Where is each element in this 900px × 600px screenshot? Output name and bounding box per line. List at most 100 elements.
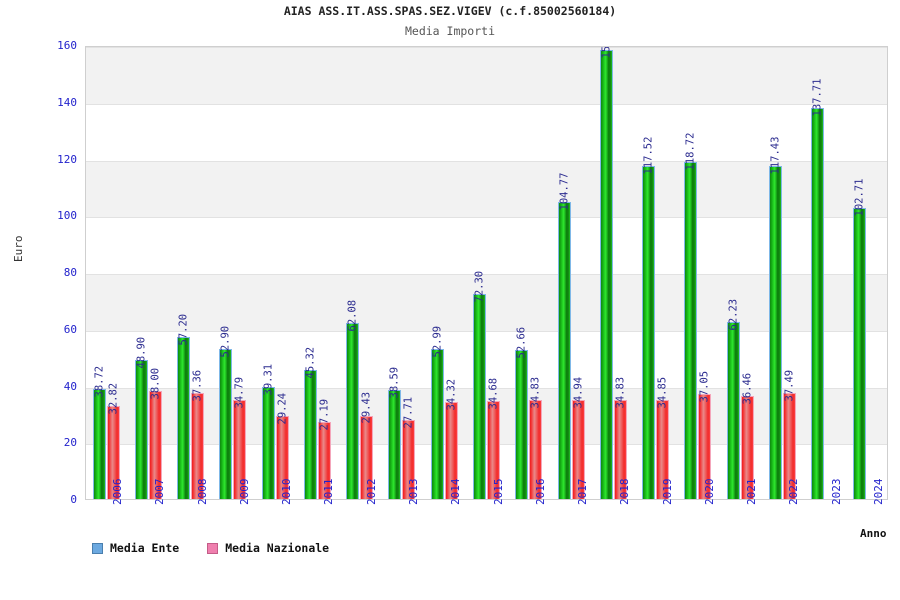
chart-legend: Media Ente Media Nazionale: [92, 541, 351, 555]
bar-media-nazionale[interactable]: [360, 415, 374, 499]
bar-media-ente[interactable]: [811, 108, 825, 499]
bar-value-label: 48.90: [135, 337, 148, 369]
x-tick-label: 2022: [787, 478, 801, 506]
bar-value-label: 34.83: [529, 377, 542, 409]
gridline: [86, 274, 887, 275]
x-tick-label: 2007: [153, 478, 167, 506]
bar-media-ente[interactable]: [219, 348, 233, 499]
bar-media-ente[interactable]: [768, 165, 782, 499]
y-axis-label: Euro: [12, 235, 25, 263]
bar-value-label: 32.82: [107, 382, 120, 415]
bar-value-label: 117.43: [769, 136, 782, 175]
bar-media-nazionale[interactable]: [740, 395, 754, 499]
gridline: [86, 217, 887, 219]
bar-value-label: 27.19: [318, 398, 331, 431]
chart-subtitle: Media Importi: [404, 24, 495, 38]
bar-media-ente[interactable]: [388, 389, 402, 499]
bar-value-label: 34.85: [656, 377, 669, 409]
bar-value-label: 117.52: [642, 136, 655, 175]
bar-media-ente[interactable]: [599, 49, 613, 499]
bar-media-ente[interactable]: [726, 322, 740, 499]
bar-value-label: 62.23: [727, 299, 740, 331]
bar-media-ente[interactable]: [303, 370, 317, 499]
bar-value-label: 52.90: [219, 325, 232, 358]
bar-media-nazionale[interactable]: [529, 400, 543, 499]
bar-media-nazionale[interactable]: [444, 401, 458, 499]
bar-value-label: 38.59: [388, 366, 401, 398]
x-tick-label: 2020: [702, 478, 716, 506]
bar-media-nazionale[interactable]: [487, 400, 500, 499]
gridline: [86, 160, 887, 162]
bar-value-label: 37.05: [698, 370, 711, 403]
gridline: [86, 47, 887, 48]
bar-value-label: 62.08: [346, 299, 359, 332]
legend-swatch-icon-media-ente: [92, 542, 103, 554]
bar-value-label: 38.72: [93, 366, 106, 398]
x-tick-label: 2014: [449, 478, 463, 506]
bar-value-label: 38.00: [149, 368, 162, 400]
bar-media-nazionale[interactable]: [613, 400, 627, 499]
plot-area: 38.72 32.82 48.90 38.00 57.20 37.36 52.90 34.79…: [85, 46, 888, 500]
bar-media-ente[interactable]: [261, 387, 275, 499]
bar-value-label: 137.71: [811, 78, 824, 117]
bar-value-label: 34.79: [233, 377, 246, 409]
bar-media-nazionale[interactable]: [317, 421, 331, 499]
y-tick-label: 140: [57, 95, 77, 109]
bar-media-ente[interactable]: [346, 322, 360, 499]
y-tick-label: 40: [63, 379, 77, 393]
legend-item-media-ente[interactable]: Media Ente: [92, 541, 179, 555]
bar-value-label: 45.32: [304, 347, 317, 379]
bar-media-nazionale[interactable]: [782, 392, 796, 499]
bar-media-nazionale[interactable]: [148, 391, 162, 499]
bar-value-label: 72.30: [473, 270, 486, 303]
bar-media-ente[interactable]: [515, 349, 529, 499]
bar-value-label: 34.83: [614, 377, 627, 409]
x-tick-label: 2010: [280, 478, 294, 506]
bar-value-label: 36.46: [741, 372, 754, 405]
bar-media-ente[interactable]: [642, 165, 656, 499]
bar-media-nazionale[interactable]: [656, 400, 670, 499]
bar-value-label: 39.31: [262, 364, 275, 396]
bar-media-nazionale[interactable]: [191, 393, 205, 499]
bar-media-ente[interactable]: [557, 201, 571, 499]
bar-media-ente[interactable]: [684, 162, 698, 499]
bar-value-label: 27.71: [402, 397, 415, 429]
x-tick-label: 2012: [364, 478, 378, 506]
bar-value-label: 52.66: [515, 326, 528, 359]
x-tick-label: 2015: [491, 478, 505, 506]
bar-media-nazionale[interactable]: [275, 416, 289, 499]
bar-value-label: 34.32: [445, 378, 458, 411]
bar-value-label: 102.71: [853, 178, 866, 217]
bar-media-nazionale[interactable]: [698, 393, 712, 499]
bar-value-label: 158.26: [600, 47, 612, 58]
bar-media-ente[interactable]: [853, 207, 867, 499]
bar-value-label: 57.20: [177, 313, 190, 346]
legend-swatch-icon-media-nazionale: [207, 542, 219, 554]
x-axis-label: Anno: [860, 527, 887, 540]
x-tick-label: 2024: [871, 478, 885, 506]
bar-media-ente[interactable]: [473, 293, 486, 499]
bar-media-ente[interactable]: [92, 389, 106, 499]
bar-media-nazionale[interactable]: [233, 400, 247, 499]
bar-media-nazionale[interactable]: [402, 420, 416, 499]
gridline: [86, 330, 887, 332]
bar-media-nazionale[interactable]: [571, 399, 585, 499]
chart-title: AIAS ASS.IT.ASS.SPAS.SEZ.VIGEV (c.f.8500…: [283, 4, 617, 18]
y-tick-label: 100: [57, 209, 77, 223]
bar-media-ente[interactable]: [177, 336, 191, 499]
legend-item-media-nazionale[interactable]: Media Nazionale: [207, 541, 329, 555]
x-tick-label: 2023: [829, 478, 843, 506]
bar-value-label: 29.43: [360, 392, 373, 424]
bar-media-ente[interactable]: [134, 360, 148, 499]
x-tick-label: 2011: [322, 478, 336, 506]
bar-value-label: 52.99: [431, 325, 444, 358]
bar-media-ente[interactable]: [430, 348, 444, 499]
bar-media-nazionale[interactable]: [106, 405, 120, 499]
gridline: [86, 444, 887, 446]
bar-value-label: 29.24: [276, 392, 289, 425]
bar-value-label: 34.68: [487, 377, 500, 410]
x-tick-label: 2006: [111, 478, 125, 506]
grid-band: [86, 274, 887, 331]
bar-value-label: 118.72: [684, 132, 697, 171]
